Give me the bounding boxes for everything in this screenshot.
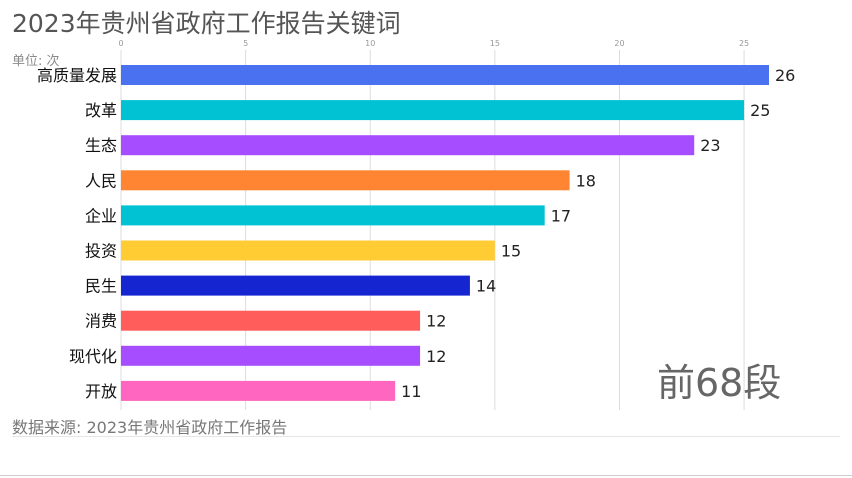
- value-label-7: 12: [426, 312, 446, 331]
- x-tick-label-15: 15: [490, 39, 500, 48]
- bar-8: [121, 345, 421, 366]
- category-label-8: 现代化: [69, 347, 117, 366]
- category-label-0: 高质量发展: [37, 66, 117, 85]
- bar-7: [121, 310, 421, 331]
- x-tick-label-25: 25: [739, 39, 749, 48]
- category-label-6: 民生: [85, 277, 117, 296]
- bar-3: [121, 170, 570, 191]
- value-label-9: 11: [401, 382, 421, 401]
- category-label-1: 改革: [85, 101, 117, 120]
- chart-title: 2023年贵州省政府工作报告关键词: [12, 9, 401, 38]
- value-label-0: 26: [775, 66, 795, 85]
- category-label-7: 消费: [85, 312, 117, 331]
- value-label-3: 18: [576, 171, 596, 190]
- value-label-8: 12: [426, 347, 446, 366]
- category-label-3: 人民: [85, 171, 117, 190]
- value-label-6: 14: [476, 277, 496, 296]
- source-label: 数据来源: 2023年贵州省政府工作报告: [12, 418, 288, 437]
- bar-1: [121, 100, 745, 121]
- footer-divider: [0, 475, 852, 476]
- x-tick-label-10: 10: [365, 39, 375, 48]
- x-tick-label-20: 20: [614, 39, 624, 48]
- unit-label: 单位: 次: [12, 54, 60, 69]
- bar-9: [121, 380, 396, 401]
- bar-4: [121, 205, 545, 226]
- category-label-9: 开放: [85, 382, 117, 401]
- bar-0: [121, 65, 769, 85]
- value-label-2: 23: [700, 136, 720, 155]
- divider: [12, 436, 840, 437]
- value-label-4: 17: [551, 206, 571, 225]
- value-label-1: 25: [750, 101, 770, 120]
- x-tick-label-5: 5: [243, 39, 248, 48]
- value-label-5: 15: [501, 242, 521, 261]
- category-label-5: 投资: [85, 242, 117, 261]
- bar-2: [121, 135, 695, 156]
- bar-6: [121, 275, 470, 296]
- category-label-2: 生态: [85, 136, 117, 155]
- bar-5: [121, 240, 495, 261]
- x-tick-label-0: 0: [118, 39, 123, 48]
- watermark-label: 前68段: [657, 361, 782, 405]
- category-label-4: 企业: [85, 206, 117, 225]
